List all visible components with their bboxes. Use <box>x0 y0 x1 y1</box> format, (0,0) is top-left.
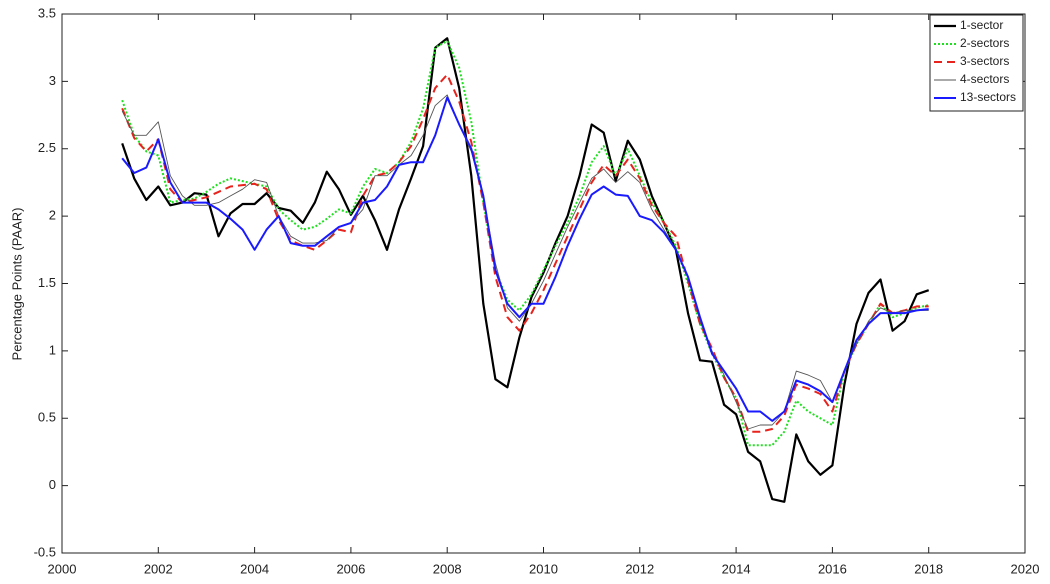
legend-label: 13-sectors <box>960 90 1016 104</box>
y-tick-label: 2.5 <box>38 140 56 155</box>
x-tick-label: 2008 <box>433 561 462 576</box>
x-tick-label: 2004 <box>240 561 269 576</box>
legend-box <box>929 14 1024 112</box>
y-tick-label: 0 <box>49 477 56 492</box>
x-tick-label: 2010 <box>529 561 558 576</box>
legend-label: 4-sectors <box>960 72 1009 86</box>
legend-label: 2-sectors <box>960 36 1009 50</box>
y-tick-label: 1.5 <box>38 275 56 290</box>
y-tick-label: 0.5 <box>38 410 56 425</box>
y-tick-label: 3 <box>49 73 56 88</box>
series-line <box>121 96 929 422</box>
series-line <box>121 73 929 433</box>
x-tick-label: 2020 <box>1011 561 1040 576</box>
x-tick-label: 2002 <box>144 561 173 576</box>
y-axis-label: Percentage Points (PAAR) <box>9 208 24 361</box>
y-tick-label: 2 <box>49 208 56 223</box>
series-line <box>121 37 930 503</box>
y-tick-label: -0.5 <box>34 544 56 559</box>
legend-label: 1-sector <box>960 18 1003 32</box>
x-tick-label: 2018 <box>914 561 943 576</box>
y-tick-label: 1 <box>49 342 56 357</box>
y-tick-label: 3.5 <box>38 5 56 20</box>
x-tick-label: 2012 <box>625 561 654 576</box>
series-line <box>121 40 929 447</box>
series-line <box>121 94 929 430</box>
legend-label: 3-sectors <box>960 54 1009 68</box>
x-tick-label: 2014 <box>722 561 751 576</box>
x-tick-label: 2016 <box>818 561 847 576</box>
x-tick-label: 2006 <box>336 561 365 576</box>
x-tick-label: 2000 <box>48 561 77 576</box>
